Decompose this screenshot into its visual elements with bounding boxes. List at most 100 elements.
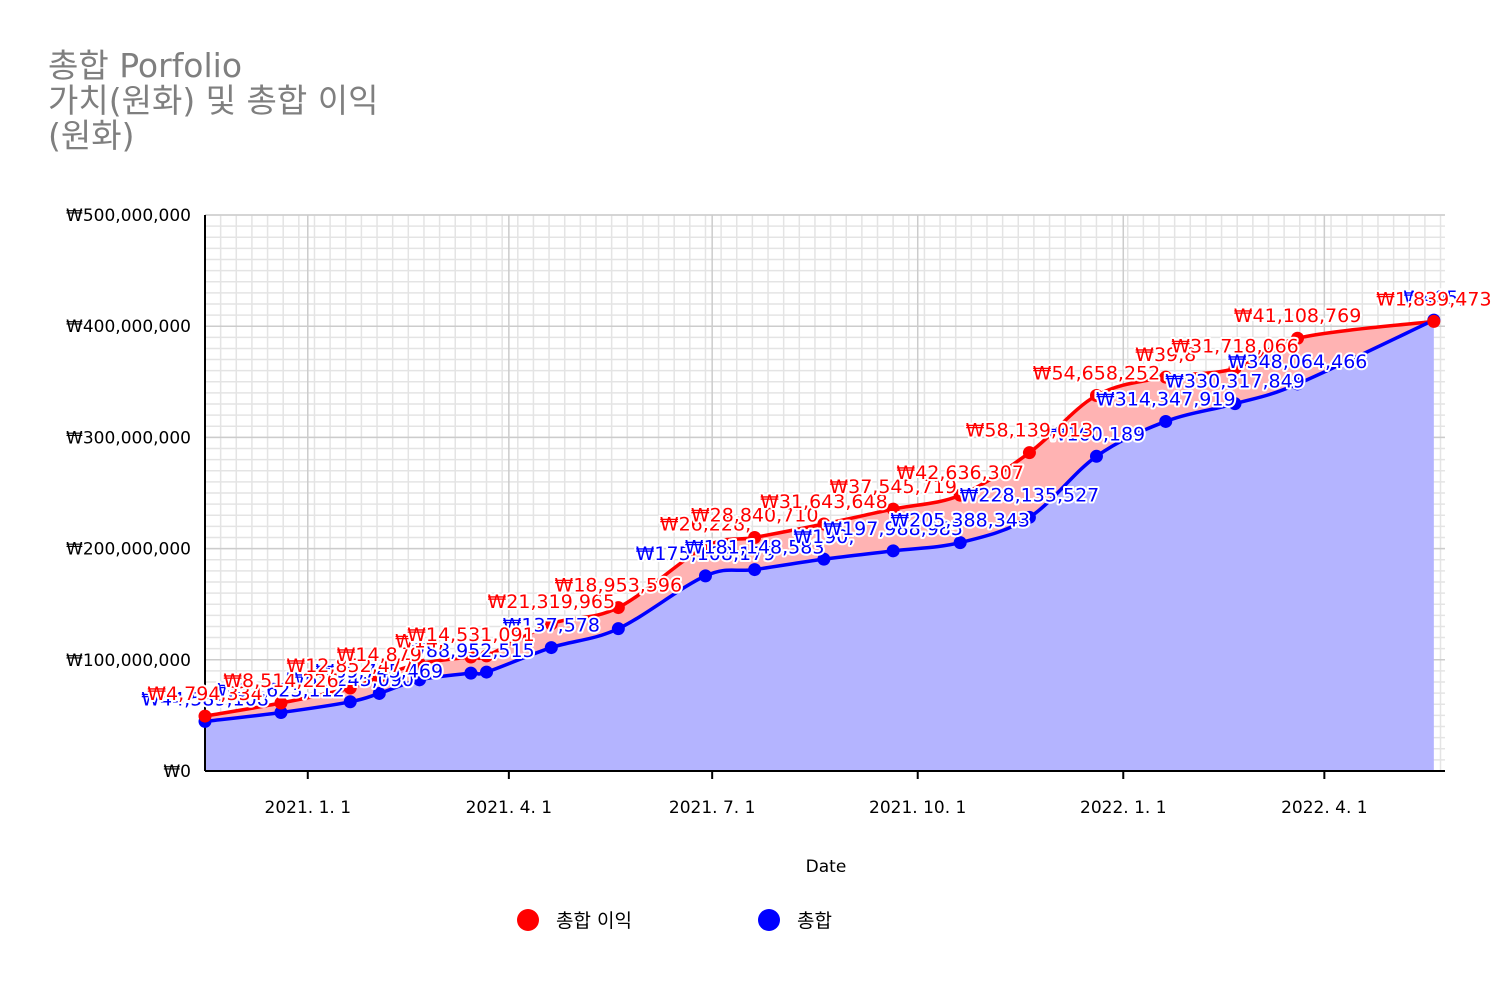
profit-data-label: ₩41,108,769 [1234,305,1362,327]
total-point [1022,510,1036,524]
profit-point [748,530,762,544]
total-data-label: ₩181,148,583 [685,537,825,559]
total-point [274,705,288,719]
profit-point [953,488,967,502]
total-data-label: ₩44,589,108 [141,688,269,710]
total-data-label: ₩314,347,919 [1096,388,1236,410]
profit-point [372,670,386,684]
chart-title-line-1: 총합 Porfolio [48,46,243,85]
total-data-label: ₩175,108,179 [636,543,776,565]
legend-marker [517,909,539,931]
profit-point [480,649,494,663]
profit-data-label: ₩31,643,648 [760,491,888,513]
y-tick-label: ₩0 [163,762,191,782]
total-point [953,536,967,550]
legend: 총합 이익 총합 [517,909,832,932]
total-point [480,665,494,679]
total-point [1159,414,1173,428]
total-area [205,320,1434,771]
profit-data-label: ₩39,8 [1135,344,1196,366]
total-point [464,666,478,680]
x-axis-title: Date [806,857,847,877]
x-tick-label: 2022. 1. 1 [1080,798,1167,818]
profit-area [205,320,1434,722]
total-point [1228,397,1242,411]
total-point [1089,449,1103,463]
chart-title-line-3: (원화) [48,116,135,155]
total-point [1291,377,1305,391]
profit-data-label: ₩54,658,252 [1033,363,1161,385]
total-point [372,686,386,700]
total-point [886,544,900,558]
profit-point [412,657,426,671]
profit-point [1291,331,1305,345]
x-tick-label: 2021. 4. 1 [466,798,553,818]
total-point [412,673,426,687]
total-data-label: ₩190, [793,526,854,548]
legend-item-total: 총합 [758,909,832,932]
total-data-label: ₩88,952,515 [407,640,535,662]
profit-point [1427,314,1441,328]
profit-point [198,709,212,723]
profit-data-label: ₩21,319,965 [488,591,616,613]
legend-marker [758,909,780,931]
legend-item-profit: 총합 이익 [517,909,632,932]
total-data-label: ₩62,245,090 [286,669,414,691]
profit-point [1089,389,1103,403]
profit-point [343,681,357,695]
total-data-label: ₩160,189 [1048,423,1145,445]
total-data-label: ₩405, [1403,287,1464,309]
point-layer [198,313,1441,728]
chart-title-line-2: 가치(원화) 및 총합 이익 [48,81,379,120]
profit-data-label: ₩31,718,066 [1171,335,1299,357]
x-tick-label: 2022. 4. 1 [1281,798,1368,818]
area-layer [205,320,1434,771]
total-data-label: ₩228,135,527 [960,484,1100,506]
x-tick-label: 2021. 1. 1 [265,798,352,818]
profit-data-label: ₩14,879 [337,644,422,666]
total-point [544,641,558,655]
profit-data-label: ₩12,852,477 [286,655,414,677]
profit-data-label: ₩1,839,473 [1376,288,1491,310]
axes-layer: ₩0 ₩100,000,000 ₩200,000,000 ₩300,000,000 ₩4… [66,206,1445,877]
profit-data-label: ₩18,953,596 [555,575,683,597]
y-tick-label: ₩500,000,000 [66,206,191,226]
profit-data-label: ₩14, [395,631,444,653]
profit-data-label: ₩28,840,710 [691,504,819,526]
profit-point [817,517,831,531]
profit-point [1228,361,1242,375]
chart-title: 총합 Porfolio 가치(원화) 및 총합 이익 (원화) [48,48,378,153]
total-point [343,695,357,709]
total-data-label: ₩348,064,466 [1228,351,1368,373]
y-tick-label: ₩200,000,000 [66,540,191,560]
total-point [698,569,712,583]
total-data-label: ₩69,745,469 [315,660,443,682]
x-tick-label: 2021. 7. 1 [669,798,756,818]
total-data-label: ₩52,623,112 [217,679,345,701]
y-tick-label: ₩100,000,000 [66,651,191,671]
profit-data-label: ₩58,139,013 [966,420,1094,442]
legend-label: 총합 [797,910,832,932]
profit-data-label: ₩26,228, [660,514,751,536]
profit-data-label: ₩14,531,091 [407,624,535,646]
profit-point [1159,370,1173,384]
legend-label: 총합 이익 [556,910,632,932]
profit-point [544,617,558,631]
profit-data-label: ₩4,794,334 [147,683,262,705]
label-layer: ₩44,589,108₩52,623,112₩62,245,090₩69,745… [139,285,1493,712]
y-tick-label: ₩400,000,000 [66,317,191,337]
total-data-label: ₩205,388,343 [890,510,1030,532]
profit-point [1022,446,1036,460]
total-point [748,563,762,577]
profit-data-label: ₩8,514,226 [223,670,338,692]
profit-point [698,540,712,554]
y-tick-label: ₩300,000,000 [66,428,191,448]
total-data-label: ₩137,578 [503,615,600,637]
profit-data-label: ₩37,545,719 [829,476,957,498]
profit-point [274,696,288,710]
profit-point [611,601,625,615]
total-data-label: ₩330,317,849 [1165,371,1305,393]
total-point [611,622,625,636]
profit-point [464,650,478,664]
